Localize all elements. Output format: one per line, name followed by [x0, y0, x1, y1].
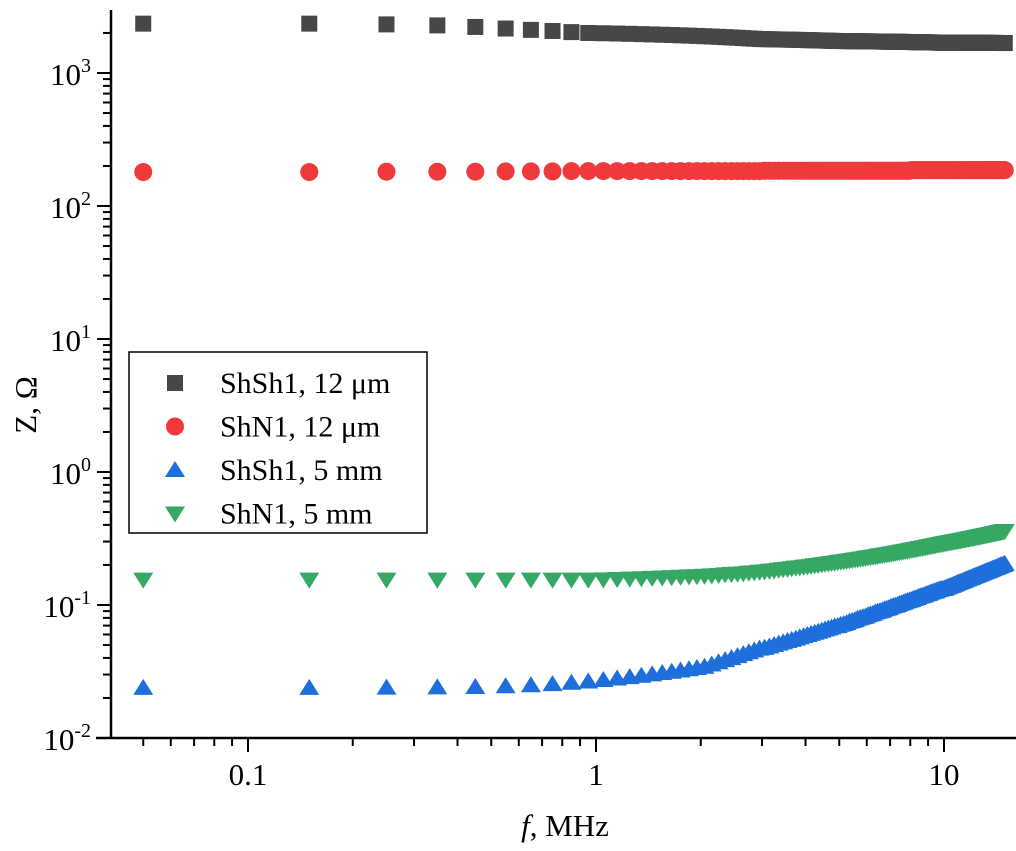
data-point: [467, 18, 484, 35]
y-tick-exponent: -2: [74, 720, 91, 742]
data-point: [135, 15, 152, 32]
data-point: [496, 162, 515, 181]
data-point: [994, 554, 1015, 571]
y-tick-label: 100: [50, 454, 91, 491]
legend-label: ShSh1, 5 mm: [220, 454, 383, 487]
data-point: [377, 162, 396, 181]
data-point: [134, 163, 153, 182]
data-marks: [133, 15, 1015, 695]
y-tick-label: 103: [50, 55, 91, 92]
data-point: [427, 572, 448, 589]
data-point: [595, 25, 612, 42]
data-point: [301, 15, 318, 32]
data-point: [465, 572, 486, 589]
data-point: [996, 35, 1013, 52]
data-point: [579, 162, 598, 181]
data-point: [378, 16, 395, 33]
y-tick-base: 10: [50, 57, 81, 92]
data-point: [580, 24, 597, 41]
x-tick-label: 10: [929, 757, 960, 792]
data-point: [133, 678, 154, 695]
data-point: [593, 670, 614, 687]
x-tick-label: 0.1: [229, 757, 268, 792]
y-tick-exponent: 2: [81, 188, 91, 210]
data-point: [609, 25, 626, 42]
data-point: [495, 572, 516, 589]
data-point: [299, 572, 320, 589]
data-point: [594, 162, 613, 181]
y-tick-exponent: 3: [81, 55, 91, 77]
data-point: [995, 161, 1014, 180]
data-point: [497, 20, 514, 37]
legend-label: ShN1, 5 mm: [220, 498, 373, 531]
legend: ShSh1, 12 μm ShN1, 12 μm ShSh1, 5 mm ShN1, …: [128, 351, 428, 534]
series-3: [133, 524, 1015, 589]
data-point: [578, 572, 599, 589]
y-tick-exponent: 0: [81, 454, 91, 476]
data-point: [133, 572, 154, 589]
y-axis-title: Z, Ω: [8, 376, 43, 433]
legend-item: ShN1, 12 μm: [166, 411, 380, 444]
data-point: [607, 571, 628, 588]
data-point: [429, 17, 446, 34]
data-point: [561, 572, 582, 589]
series-0: [135, 15, 1013, 52]
data-point: [562, 162, 581, 181]
y-tick-label: 10-1: [43, 587, 91, 624]
data-point: [466, 162, 485, 181]
data-point: [563, 24, 580, 41]
data-point: [520, 572, 541, 589]
data-point: [608, 162, 627, 181]
data-point: [428, 162, 447, 181]
legend-marker-triangle-up: [165, 461, 185, 477]
legend-item: ShSh1, 5 mm: [165, 454, 383, 487]
x-axis-title: f, MHz: [521, 808, 609, 843]
legend-label: ShN1, 12 μm: [220, 411, 380, 444]
data-point: [544, 22, 561, 39]
y-tick-base: 10: [50, 456, 81, 491]
data-point: [522, 21, 539, 38]
data-point: [561, 673, 582, 690]
series-1: [134, 161, 1014, 182]
y-tick-base: 10: [50, 323, 81, 358]
x-axis-title-unit: , MHz: [530, 808, 609, 843]
y-tick-exponent: 1: [81, 321, 91, 343]
data-point: [994, 524, 1015, 541]
data-point: [593, 572, 614, 589]
data-point: [542, 572, 563, 589]
data-point: [376, 678, 397, 695]
data-point: [578, 672, 599, 689]
data-point: [521, 162, 540, 181]
y-tick-label: 101: [50, 321, 91, 358]
data-point: [300, 163, 319, 182]
legend-marker-triangle-down: [165, 506, 185, 523]
data-point: [376, 572, 397, 589]
y-tick-label: 102: [50, 188, 91, 225]
data-point: [495, 677, 516, 694]
data-point: [520, 676, 541, 693]
data-point: [299, 678, 320, 695]
y-tick-label: 10-2: [43, 720, 91, 757]
y-tick-exponent: -1: [74, 587, 91, 609]
y-tick-base: 10: [43, 722, 74, 757]
data-point: [543, 162, 562, 181]
x-tick-label: 1: [588, 757, 604, 792]
series-2: [133, 554, 1015, 695]
legend-label: ShSh1, 12 μm: [220, 367, 390, 400]
data-point: [465, 677, 486, 694]
legend-item: ShSh1, 12 μm: [167, 367, 390, 400]
y-tick-base: 10: [43, 589, 74, 624]
data-point: [427, 678, 448, 695]
y-tick-base: 10: [50, 190, 81, 225]
legend-item: ShN1, 5 mm: [165, 498, 373, 531]
data-point: [542, 675, 563, 692]
legend-marker-circle: [166, 417, 184, 436]
legend-marker-square: [167, 375, 183, 391]
